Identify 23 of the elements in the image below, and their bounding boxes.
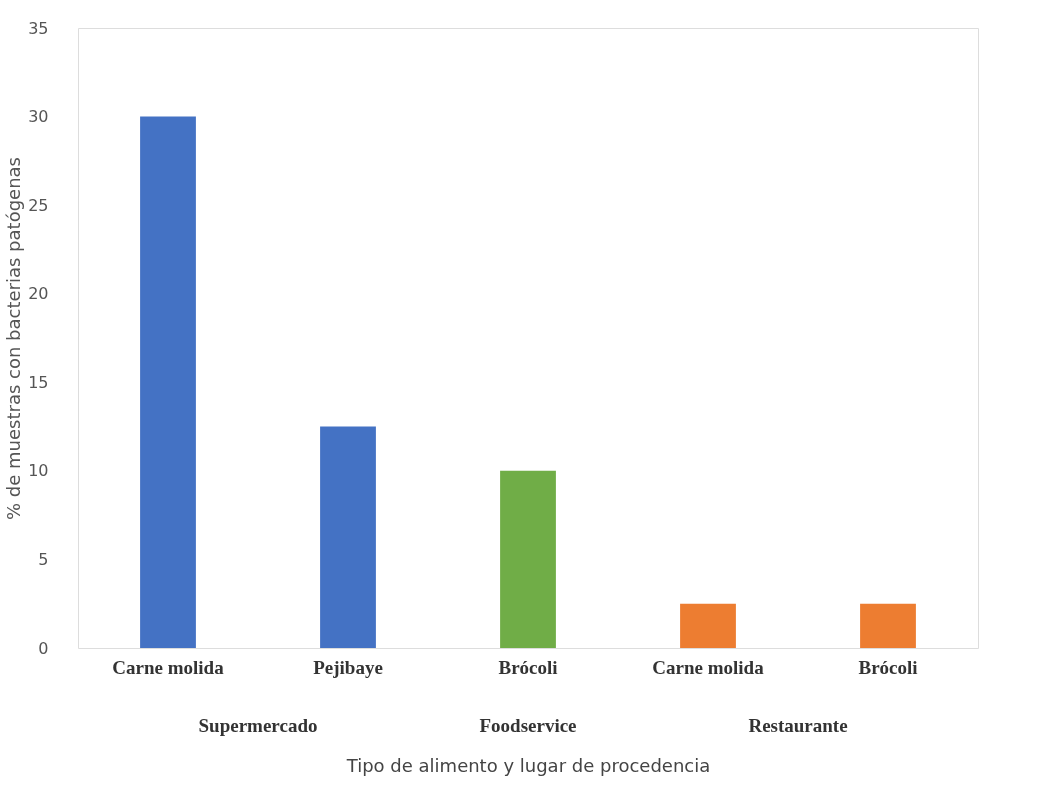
- y-tick-label: 5: [38, 549, 49, 569]
- bar: [680, 603, 736, 648]
- text: Supermercado: [198, 715, 318, 736]
- y-tick-label: 15: [28, 372, 49, 392]
- y-tick-label: 35: [28, 18, 49, 38]
- x-tick-label: Carne molida: [112, 656, 225, 678]
- x-axis-title: Tipo de alimento y lugar de procedencia: [345, 754, 711, 776]
- y-tick-label: 25: [28, 195, 49, 215]
- y-tick-label: 10: [28, 461, 49, 481]
- bar: [140, 116, 196, 648]
- bar: [860, 603, 916, 648]
- x-tick-label: Carne molida: [652, 656, 765, 678]
- y-axis-title: % de muestras con bacterias patógenas: [3, 157, 25, 520]
- x-tick-label: Brócoli: [498, 656, 558, 678]
- y-tick-label: 0: [38, 638, 49, 658]
- x-tick-label: Pejibaye: [313, 656, 383, 678]
- text: Restaurante: [748, 715, 848, 736]
- bar: [320, 426, 376, 648]
- bar: [500, 470, 556, 648]
- x-tick-label: Brócoli: [858, 656, 918, 678]
- y-tick-label: 20: [28, 284, 49, 304]
- y-tick-label: 30: [28, 107, 49, 127]
- text: Foodservice: [479, 715, 577, 736]
